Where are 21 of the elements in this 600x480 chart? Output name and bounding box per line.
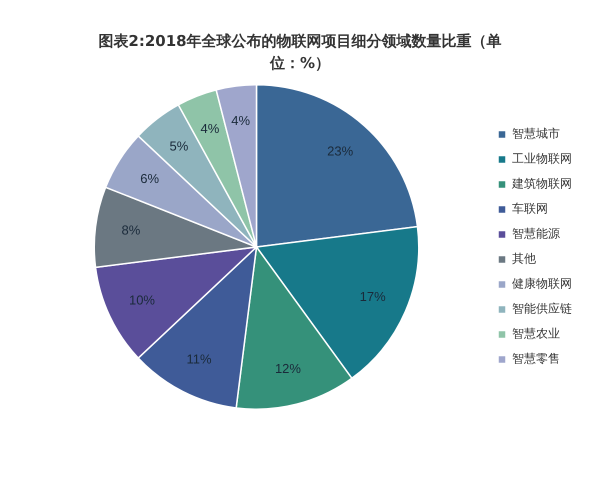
legend-label: 智慧零售 [512,352,560,366]
data-label: 10% [128,292,156,308]
chart-title: 图表2:2018年全球公布的物联网项目细分领域数量比重（单位：%） [97,31,503,74]
legend-label: 健康物联网 [512,276,572,291]
legend-label: 智能供应链 [512,302,572,316]
data-label: 4% [200,120,220,136]
data-label: 6% [140,170,160,186]
legend-label: 其他 [512,252,536,266]
data-label: 11% [186,351,212,366]
legend-label: 建筑物联网 [511,176,572,191]
data-label: 8% [122,222,141,238]
data-label: 5% [170,138,189,154]
legend-label: 工业物联网 [512,152,572,166]
legend-label: 智慧能源 [512,226,560,241]
data-label: 12% [274,361,302,376]
legend-label: 车联网 [512,202,548,216]
legend-label: 智慧城市 [512,126,560,141]
data-label: 4% [231,113,250,128]
data-label: 23% [327,144,354,159]
data-label: 17% [360,288,386,304]
legend-label: 智慧农业 [512,326,560,341]
